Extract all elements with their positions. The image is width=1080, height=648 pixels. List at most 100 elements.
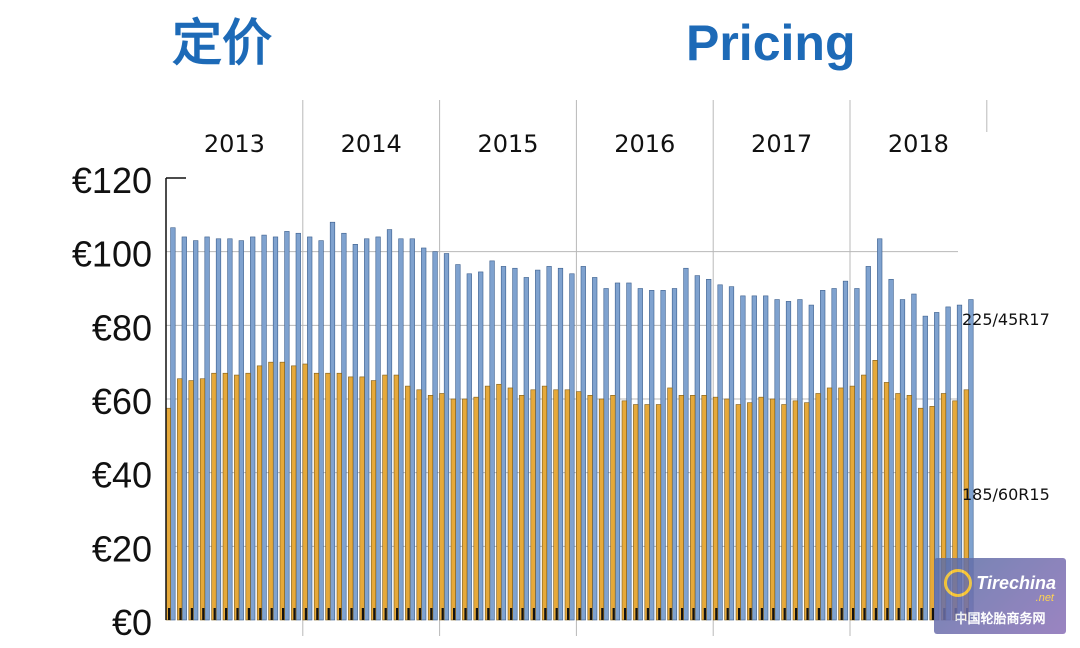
bar-225-45r17 <box>512 267 518 621</box>
bar-base-tick <box>407 608 410 620</box>
bar-225-45r17 <box>592 277 598 621</box>
bar-base-tick <box>350 608 353 620</box>
bar-185-60r15 <box>735 404 741 621</box>
bar-base-tick <box>225 608 228 620</box>
chart-axes <box>165 177 186 620</box>
bar-225-45r17 <box>683 267 689 621</box>
bar-225-45r17 <box>398 238 404 621</box>
bar-225-45r17 <box>386 229 393 621</box>
bar-base-tick <box>179 608 182 620</box>
bar-base-tick <box>236 608 239 620</box>
bar-185-60r15 <box>370 380 377 621</box>
bar-185-60r15 <box>826 387 833 621</box>
series-label-225-45r17: 225/45R17 <box>962 310 1050 329</box>
bar-225-45r17 <box>238 240 244 621</box>
bar-base-tick <box>874 608 877 620</box>
bar-base-tick <box>361 608 364 620</box>
bar-185-60r15 <box>245 372 251 621</box>
bar-225-45r17 <box>740 295 746 621</box>
bar-base-tick <box>259 608 262 620</box>
bar-base-tick <box>806 608 809 620</box>
bar-185-60r15 <box>507 387 513 621</box>
bar-225-45r17 <box>842 280 849 621</box>
bar-185-60r15 <box>747 402 753 621</box>
y-tick-label-40: €40 <box>92 455 152 496</box>
bar-225-45r17 <box>318 240 324 621</box>
bar-base-tick <box>213 608 216 620</box>
bar-225-45r17 <box>432 251 438 621</box>
bar-225-45r17 <box>751 295 757 621</box>
bar-base-tick <box>886 608 889 620</box>
bar-225-45r17 <box>295 232 301 621</box>
bar-base-tick <box>453 608 456 620</box>
year-label-2018: 2018 <box>888 130 949 158</box>
bar-185-60r15 <box>279 361 285 621</box>
bar-base-tick <box>578 608 581 620</box>
bar-185-60r15 <box>439 393 445 621</box>
bar-225-45r17 <box>717 284 723 621</box>
bar-225-45r17 <box>500 266 507 621</box>
bar-185-60r15 <box>918 407 924 621</box>
bar-225-45r17 <box>763 295 769 621</box>
bar-185-60r15 <box>598 398 605 621</box>
bar-225-45r17 <box>854 288 860 621</box>
bar-225-45r17 <box>603 288 609 621</box>
year-label-2013: 2013 <box>204 130 265 158</box>
bar-base-tick <box>487 608 490 620</box>
bar-185-60r15 <box>519 395 525 621</box>
bar-base-tick <box>920 608 923 620</box>
bar-225-45r17 <box>877 238 883 621</box>
bar-225-45r17 <box>706 278 712 621</box>
bar-185-60r15 <box>895 393 901 621</box>
year-label-2016: 2016 <box>614 130 675 158</box>
y-tick-label-100: €100 <box>72 234 152 275</box>
bar-225-45r17 <box>797 299 803 621</box>
bar-base-tick <box>441 608 444 620</box>
bar-base-tick <box>715 608 718 620</box>
bar-185-60r15 <box>473 396 479 621</box>
y-tick-label-20: €20 <box>92 528 152 569</box>
bar-base-tick <box>817 608 820 620</box>
bar-185-60r15 <box>804 402 810 621</box>
bar-225-45r17 <box>774 299 780 621</box>
bar-185-60r15 <box>496 383 502 621</box>
bar-185-60r15 <box>359 376 365 621</box>
bar-base-tick <box>703 608 706 620</box>
bar-225-45r17 <box>535 269 541 621</box>
bar-225-45r17 <box>409 238 415 621</box>
bar-base-tick <box>384 608 387 620</box>
bar-185-60r15 <box>291 365 297 621</box>
bar-225-45r17 <box>307 236 313 621</box>
bar-225-45r17 <box>614 282 621 621</box>
bar-185-60r15 <box>690 395 696 621</box>
bar-base-tick <box>840 608 843 620</box>
bar-base-tick <box>544 608 547 620</box>
bar-185-60r15 <box>849 385 855 621</box>
bar-185-60r15 <box>199 378 206 621</box>
bar-225-45r17 <box>694 275 700 621</box>
year-label-2015: 2015 <box>477 130 538 158</box>
bar-225-45r17 <box>170 227 176 621</box>
watermark-brand: Tirechina <box>944 566 1056 600</box>
bar-225-45r17 <box>489 260 495 621</box>
bar-base-tick <box>738 608 741 620</box>
bar-225-45r17 <box>478 271 484 621</box>
bar-base-tick <box>270 608 273 620</box>
bar-base-tick <box>532 608 535 620</box>
bar-185-60r15 <box>222 372 228 621</box>
bar-225-45r17 <box>899 299 906 621</box>
bar-base-tick <box>510 608 513 620</box>
bar-225-45r17 <box>204 236 210 621</box>
bar-225-45r17 <box>626 282 632 621</box>
bar-225-45r17 <box>421 247 427 621</box>
bar-225-45r17 <box>922 315 928 621</box>
watermark-logo: Tirechina .net 中国轮胎商务网 <box>934 558 1066 634</box>
bar-185-60r15 <box>769 398 776 621</box>
bar-base-tick <box>852 608 855 620</box>
bar-225-45r17 <box>227 238 233 621</box>
bar-225-45r17 <box>637 288 643 621</box>
bar-225-45r17 <box>808 304 814 621</box>
bar-185-60r15 <box>348 376 354 621</box>
bar-base-tick <box>521 608 524 620</box>
